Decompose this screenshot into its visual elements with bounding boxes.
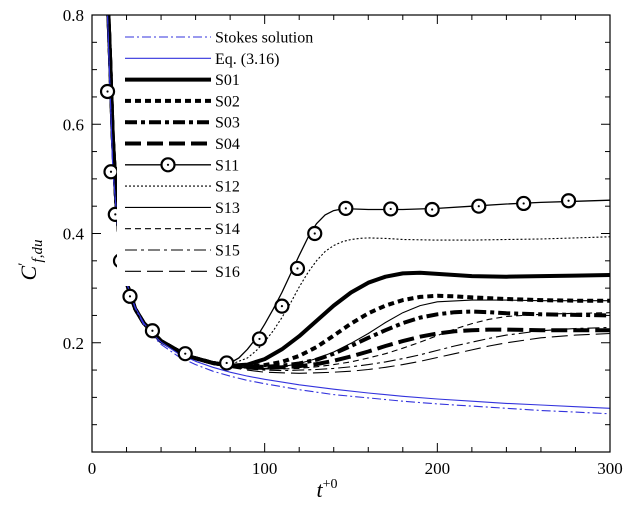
x-axis-title: t+0 [316, 477, 337, 502]
y-tick-label: 0.2 [63, 334, 84, 353]
x-tick-label: 300 [597, 459, 623, 478]
legend-label: Eq. (3.16) [215, 51, 279, 68]
legend-label: S15 [215, 243, 240, 260]
series-line-s14 [107, 15, 610, 370]
plot-frame [91, 14, 611, 453]
s11-marker-dot [151, 329, 154, 332]
s11-marker-dot [184, 352, 187, 355]
s11-marker-dot [106, 90, 109, 93]
y-tick-label: 0.4 [63, 225, 85, 244]
series-line-s03 [106, 15, 610, 369]
s11-marker-dot [258, 337, 261, 341]
s11-markers [99, 83, 625, 371]
s11-marker-dot [567, 199, 570, 202]
y-tick-label: 0.6 [63, 115, 84, 134]
s11-marker-dot [109, 170, 113, 173]
s11-marker-dot [389, 207, 392, 211]
x-tick-label: 0 [88, 459, 97, 478]
s11-marker-dot [296, 267, 299, 270]
legend-label: Stokes solution [215, 30, 313, 47]
s11-marker-dot [431, 208, 434, 211]
legend-label: S11 [215, 157, 239, 174]
legend-label: S02 [215, 93, 240, 110]
s11-marker-dot [618, 199, 620, 201]
s11-marker-dot [477, 205, 480, 208]
s11-marker-dot [522, 202, 525, 205]
legend-label: S16 [215, 264, 240, 281]
series-line-s12 [107, 15, 610, 366]
s11-marker-dot [280, 305, 284, 308]
legend-label: S13 [215, 200, 240, 217]
s11-marker-dot [114, 213, 117, 216]
legend-label: S01 [215, 72, 240, 89]
legend-marker-dot [166, 163, 170, 166]
s11-marker-dot [344, 207, 347, 210]
tick-labels: 0 100 200 300 0.2 0.4 0.6 0.8 [63, 6, 623, 478]
legend: Stokes solution Eq. (3.16) S01 S02 S03 S04 S11… [117, 26, 313, 286]
legend-label: S12 [215, 179, 240, 196]
y-axis-title: C′f,du [16, 240, 46, 281]
legend-label: S14 [215, 221, 240, 238]
axis-ticks [91, 14, 611, 453]
series-line-stokes-solution [106, 15, 610, 415]
x-tick-label: 100 [252, 459, 278, 478]
s11-marker-dot [128, 295, 132, 298]
s11-marker [612, 193, 625, 206]
s11-marker-dot [225, 361, 228, 365]
legend-label: S04 [215, 136, 240, 153]
legend-background [117, 26, 269, 286]
s11-marker-dot [313, 232, 316, 235]
legend-label: S03 [215, 115, 240, 132]
x-tick-label: 200 [425, 459, 451, 478]
y-tick-label: 0.8 [63, 6, 84, 25]
